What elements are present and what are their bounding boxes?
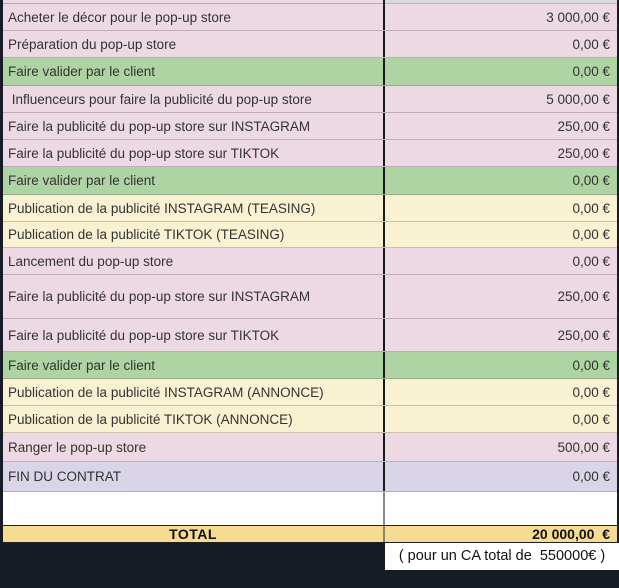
table-row[interactable]: Faire valider par le client 0,00 € bbox=[3, 352, 617, 379]
task-label-cell[interactable]: Publication de la publicité TIKTOK (TEAS… bbox=[8, 227, 285, 242]
amount-cell[interactable]: 0,00 € bbox=[572, 200, 610, 216]
amount-cell[interactable]: 0,00 € bbox=[572, 173, 610, 188]
column-divider bbox=[383, 379, 385, 405]
amount-cell[interactable]: 250,00 € bbox=[557, 327, 610, 343]
column-divider bbox=[383, 492, 385, 525]
amount-cell[interactable]: 250,00 € bbox=[557, 145, 610, 161]
top-sliver-left bbox=[3, 0, 383, 4]
amount-cell[interactable]: 250,00 € bbox=[557, 289, 610, 304]
task-label-cell[interactable]: Faire la publicité du pop-up store sur T… bbox=[8, 327, 280, 343]
budget-table: Acheter le décor pour le pop-up store 3 0… bbox=[3, 0, 617, 543]
total-amount[interactable]: 20 000,00 € bbox=[532, 526, 610, 542]
amount-cell[interactable]: 3 000,00 € bbox=[546, 9, 610, 25]
column-divider bbox=[383, 195, 385, 221]
column-divider bbox=[383, 4, 385, 30]
table-row[interactable]: Publication de la publicité INSTAGRAM (A… bbox=[3, 379, 617, 406]
table-row[interactable]: Faire la publicité du pop-up store sur I… bbox=[3, 275, 617, 319]
table-row[interactable]: Faire valider par le client 0,00 € bbox=[3, 58, 617, 86]
column-divider bbox=[383, 275, 385, 318]
table-row[interactable]: FIN DU CONTRAT 0,00 € bbox=[3, 462, 617, 492]
task-label-cell[interactable]: Lancement du pop-up store bbox=[8, 253, 174, 269]
column-divider bbox=[383, 167, 385, 194]
table-row[interactable]: Ranger le pop-up store 500,00 € bbox=[3, 433, 617, 462]
task-label-cell[interactable]: Influenceurs pour faire la publicité du … bbox=[8, 91, 312, 107]
column-divider bbox=[383, 406, 385, 432]
column-divider bbox=[383, 86, 385, 112]
task-label-cell[interactable]: Faire la publicité du pop-up store sur I… bbox=[8, 118, 311, 134]
amount-cell[interactable]: 0,00 € bbox=[572, 357, 610, 373]
amount-cell[interactable]: 0,00 € bbox=[572, 64, 610, 79]
table-rows: Acheter le décor pour le pop-up store 3 0… bbox=[3, 4, 617, 525]
column-divider bbox=[383, 319, 385, 351]
task-label-cell[interactable]: Ranger le pop-up store bbox=[8, 439, 147, 455]
top-row-sliver bbox=[3, 0, 617, 4]
table-row[interactable]: Acheter le décor pour le pop-up store 3 0… bbox=[3, 4, 617, 31]
column-divider bbox=[383, 31, 385, 57]
table-row[interactable]: Lancement du pop-up store 0,00 € bbox=[3, 248, 617, 275]
column-divider bbox=[383, 140, 385, 166]
amount-cell[interactable]: 250,00 € bbox=[557, 118, 610, 134]
total-label[interactable]: TOTAL bbox=[169, 526, 217, 542]
column-divider bbox=[383, 222, 385, 247]
task-label-cell[interactable]: Publication de la publicité TIKTOK (ANNO… bbox=[8, 411, 293, 427]
table-row[interactable]: Faire valider par le client 0,00 € bbox=[3, 167, 617, 195]
column-divider bbox=[383, 462, 385, 491]
table-row[interactable] bbox=[3, 492, 617, 525]
amount-cell[interactable]: 0,00 € bbox=[572, 36, 610, 52]
column-divider bbox=[383, 113, 385, 139]
column-divider bbox=[383, 526, 385, 542]
column-divider bbox=[383, 433, 385, 461]
amount-cell[interactable]: 0,00 € bbox=[572, 469, 610, 484]
task-label-cell[interactable]: Publication de la publicité INSTAGRAM (A… bbox=[8, 384, 324, 400]
amount-cell[interactable]: 0,00 € bbox=[572, 384, 610, 400]
footer-strip: ( pour un CA total de 550000€ ) bbox=[0, 543, 619, 588]
column-divider bbox=[383, 248, 385, 274]
column-divider bbox=[383, 352, 385, 378]
amount-cell[interactable]: 0,00 € bbox=[572, 411, 610, 427]
amount-cell[interactable]: 5 000,00 € bbox=[546, 91, 610, 107]
task-label-cell[interactable]: Publication de la publicité INSTAGRAM (T… bbox=[8, 200, 316, 216]
task-label-cell[interactable]: Faire la publicité du pop-up store sur T… bbox=[8, 145, 280, 161]
table-row[interactable]: Publication de la publicité INSTAGRAM (T… bbox=[3, 195, 617, 222]
amount-cell[interactable]: 500,00 € bbox=[557, 439, 610, 455]
task-label-cell[interactable]: FIN DU CONTRAT bbox=[8, 469, 121, 484]
column-divider bbox=[383, 58, 385, 85]
task-label-cell[interactable]: Faire la publicité du pop-up store sur I… bbox=[8, 289, 311, 304]
table-row[interactable]: Faire la publicité du pop-up store sur T… bbox=[3, 319, 617, 352]
top-sliver-right bbox=[385, 0, 617, 4]
amount-cell[interactable]: 0,00 € bbox=[572, 227, 610, 242]
total-row[interactable]: TOTAL 20 000,00 € bbox=[3, 525, 617, 543]
ca-total-note: ( pour un CA total de 550000€ ) bbox=[385, 543, 619, 570]
task-label-cell[interactable]: Faire valider par le client bbox=[8, 173, 156, 188]
table-row[interactable]: Faire la publicité du pop-up store sur T… bbox=[3, 140, 617, 167]
task-label-cell[interactable]: Faire valider par le client bbox=[8, 357, 156, 373]
amount-cell[interactable]: 0,00 € bbox=[572, 253, 610, 269]
table-row[interactable]: Préparation du pop-up store 0,00 € bbox=[3, 31, 617, 58]
task-label-cell[interactable]: Préparation du pop-up store bbox=[8, 36, 177, 52]
table-row[interactable]: Influenceurs pour faire la publicité du … bbox=[3, 86, 617, 113]
task-label-cell[interactable]: Acheter le décor pour le pop-up store bbox=[8, 9, 231, 25]
table-row[interactable]: Publication de la publicité TIKTOK (TEAS… bbox=[3, 222, 617, 248]
table-row[interactable]: Publication de la publicité TIKTOK (ANNO… bbox=[3, 406, 617, 433]
column-divider bbox=[383, 0, 385, 4]
table-row[interactable]: Faire la publicité du pop-up store sur I… bbox=[3, 113, 617, 140]
task-label-cell[interactable]: Faire valider par le client bbox=[8, 64, 156, 79]
